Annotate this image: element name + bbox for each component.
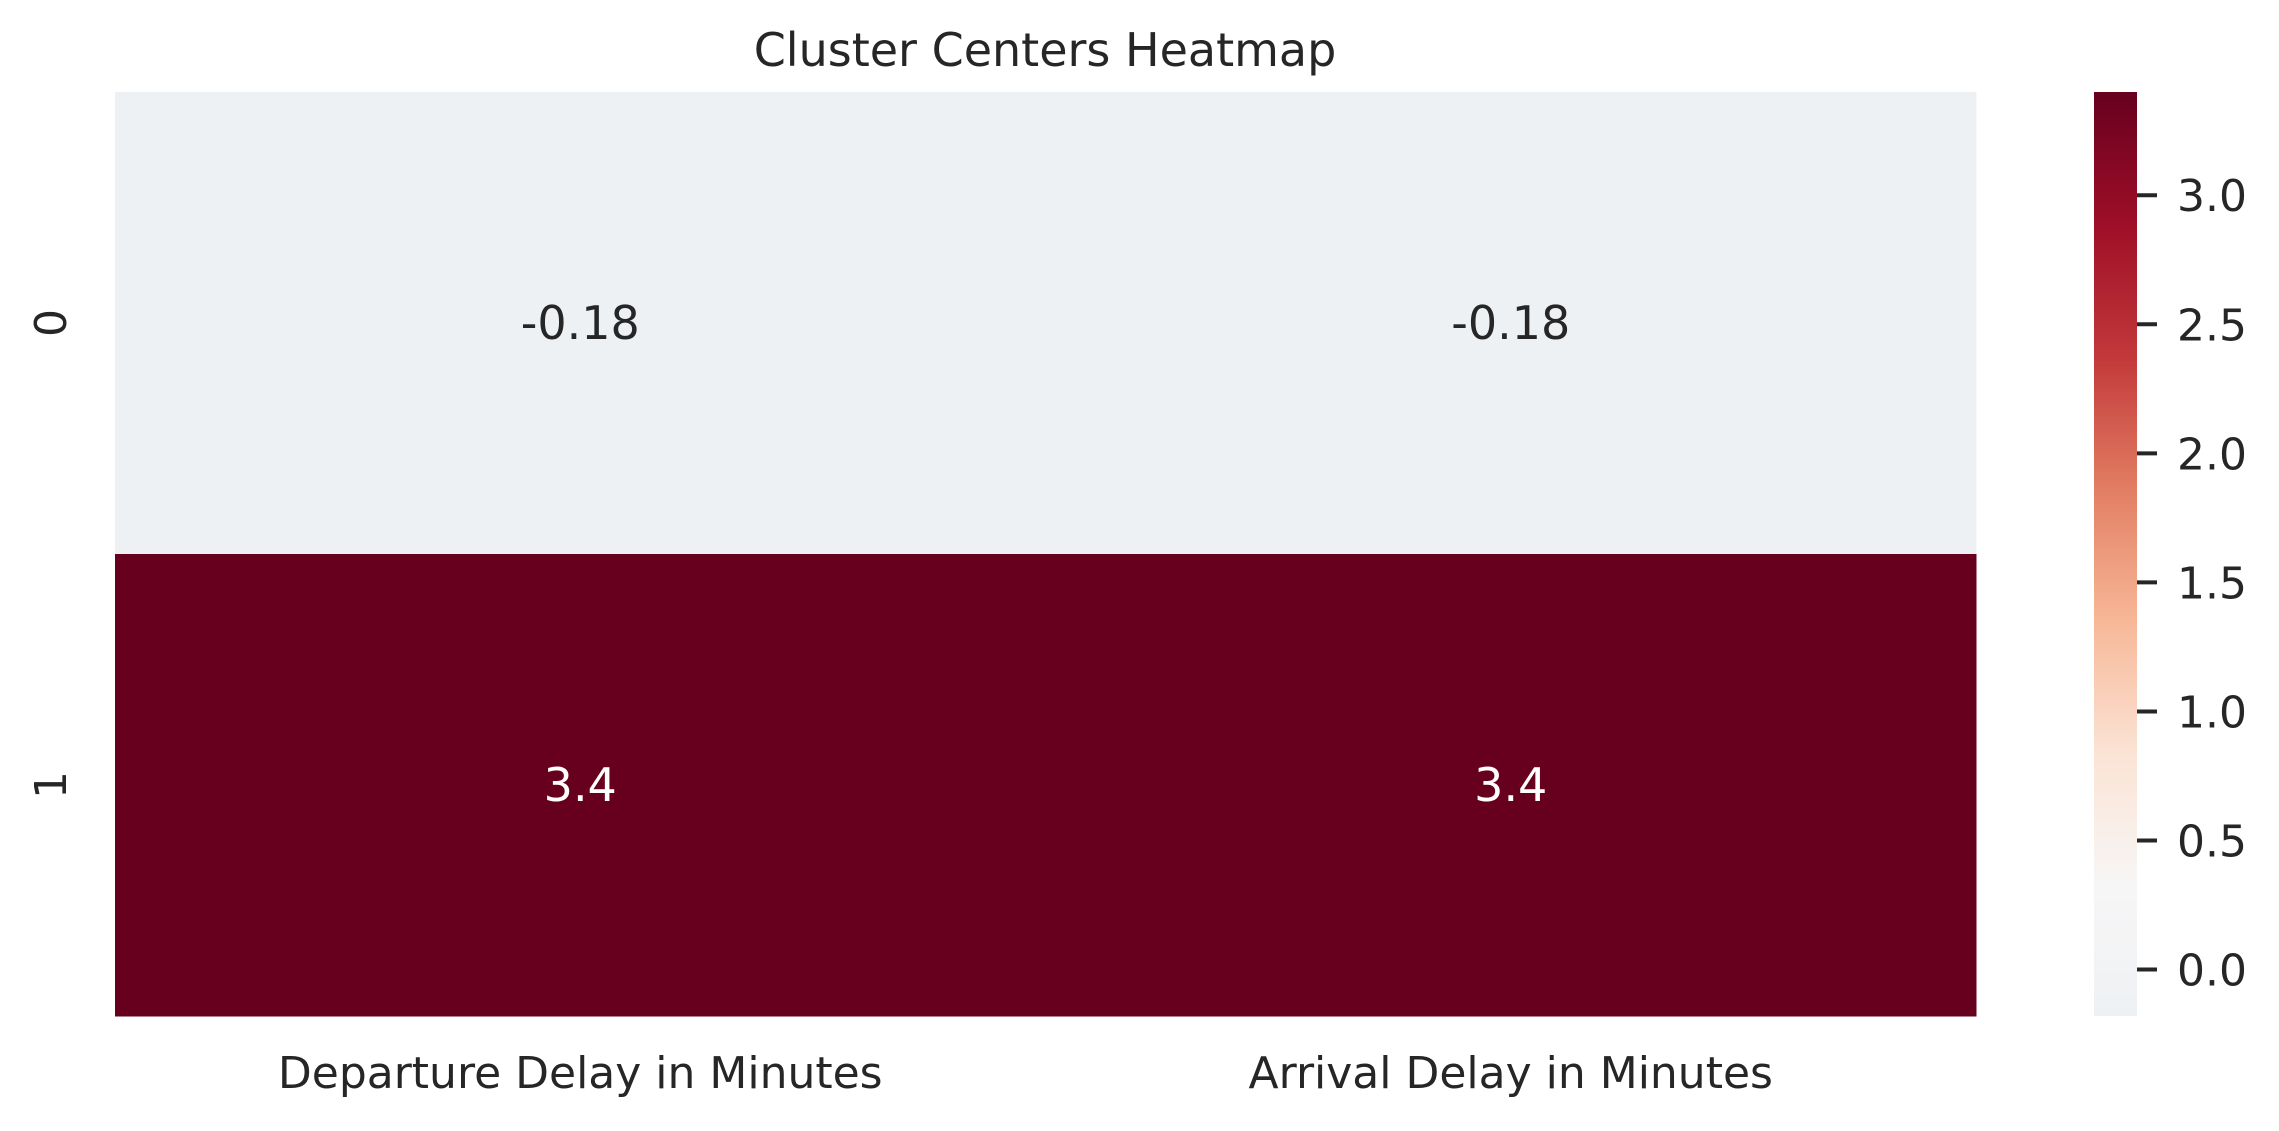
y-tick-label-0: 0 <box>26 309 77 337</box>
heatmap-cell-r1-c1 <box>1045 554 1977 1017</box>
chart-title: Cluster Centers Heatmap <box>754 23 1337 77</box>
heatmap-cell-labels: -0.18 -0.18 3.4 3.4 <box>521 296 1571 812</box>
x-axis-tick-labels: Departure Delay in Minutes Arrival Delay … <box>278 1048 1773 1099</box>
colorbar-tick-label-1: 0.5 <box>2177 816 2247 867</box>
cell-label-r0-c1: -0.18 <box>1451 296 1570 350</box>
heatmap-cells <box>115 92 1977 1017</box>
heatmap-cell-r1-c0 <box>115 554 1046 1017</box>
colorbar-tick-label-6: 3.0 <box>2177 171 2247 222</box>
cell-label-r0-c0: -0.18 <box>521 296 640 350</box>
colorbar <box>2094 92 2137 1016</box>
x-tick-label-0: Departure Delay in Minutes <box>278 1048 883 1099</box>
y-axis-tick-labels: 01 <box>26 309 77 799</box>
cell-label-r1-c1: 3.4 <box>1474 758 1547 812</box>
colorbar-ticks: 0.0 0.5 1.0 1.5 2.0 2.5 3.0 <box>2137 171 2247 997</box>
colorbar-tick-label-3: 1.5 <box>2177 558 2247 609</box>
heatmap-cell-r0-c0 <box>115 92 1046 555</box>
colorbar-tick-label-4: 2.0 <box>2177 429 2247 480</box>
heatmap-cell-r0-c1 <box>1045 92 1977 555</box>
colorbar-tick-label-5: 2.5 <box>2177 300 2247 351</box>
colorbar-tick-label-0: 0.0 <box>2177 946 2247 997</box>
x-tick-label-1: Arrival Delay in Minutes <box>1249 1048 1773 1099</box>
y-tick-label-1: 1 <box>26 771 77 799</box>
colorbar-tick-label-2: 1.0 <box>2177 687 2247 738</box>
cell-label-r1-c0: 3.4 <box>544 758 617 812</box>
